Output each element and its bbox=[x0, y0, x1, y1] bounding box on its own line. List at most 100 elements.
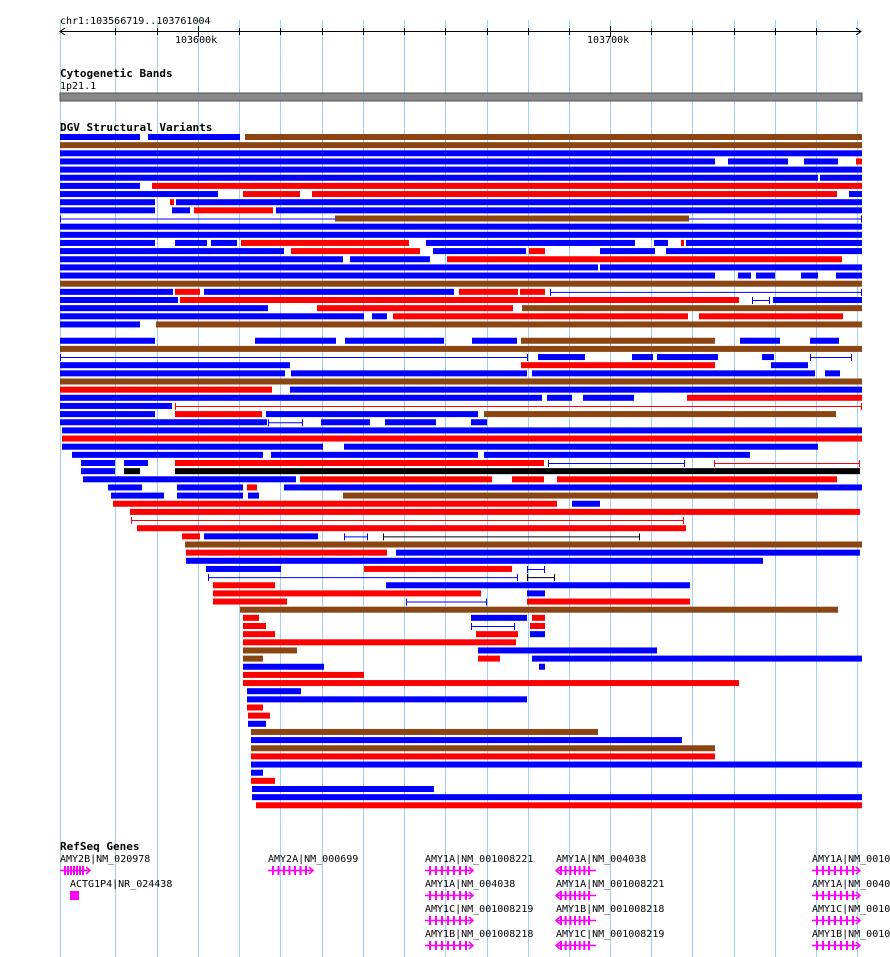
sv-feature[interactable] bbox=[124, 468, 140, 475]
gene-exon[interactable] bbox=[569, 891, 572, 900]
sv-feature[interactable] bbox=[687, 394, 862, 401]
sv-feature[interactable] bbox=[124, 460, 148, 466]
sv-feature[interactable] bbox=[836, 272, 862, 279]
sv-feature[interactable] bbox=[251, 777, 275, 784]
gene-exon[interactable] bbox=[574, 866, 576, 875]
sv-feature[interactable] bbox=[433, 248, 526, 255]
sv-feature[interactable] bbox=[276, 207, 862, 214]
sv-feature[interactable] bbox=[60, 150, 862, 157]
sv-feature[interactable] bbox=[62, 427, 862, 434]
gene-exon[interactable] bbox=[834, 941, 836, 950]
gene-exon[interactable] bbox=[560, 891, 562, 900]
gene-exon[interactable] bbox=[816, 891, 818, 900]
gene-exon[interactable] bbox=[840, 891, 842, 900]
gene-exon[interactable] bbox=[435, 866, 437, 875]
gene-exon[interactable] bbox=[588, 891, 590, 900]
sv-feature[interactable] bbox=[241, 239, 409, 246]
gene-exon[interactable] bbox=[828, 866, 830, 875]
gene-exon[interactable] bbox=[822, 891, 824, 900]
gene-exon[interactable] bbox=[283, 866, 285, 875]
sv-feature[interactable] bbox=[248, 712, 270, 719]
sv-feature[interactable] bbox=[72, 451, 263, 458]
gene-exon[interactable] bbox=[846, 866, 848, 875]
gene-glyph[interactable] bbox=[70, 891, 79, 900]
gene-exon[interactable] bbox=[64, 866, 66, 875]
gene-exon[interactable] bbox=[822, 916, 824, 925]
gene-exon[interactable] bbox=[272, 866, 274, 875]
sv-feature[interactable] bbox=[771, 362, 808, 369]
gene-exon[interactable] bbox=[840, 866, 842, 875]
sv-feature[interactable] bbox=[243, 655, 263, 662]
sv-feature[interactable] bbox=[810, 337, 839, 344]
gene-label[interactable]: AMY1B|NM_001008218 bbox=[556, 904, 665, 915]
sv-feature[interactable] bbox=[300, 476, 492, 483]
sv-feature[interactable] bbox=[557, 476, 837, 483]
gene-exon[interactable] bbox=[578, 941, 581, 950]
gene-exon[interactable] bbox=[583, 866, 586, 875]
sv-feature[interactable] bbox=[243, 647, 297, 654]
sv-feature[interactable] bbox=[600, 248, 655, 255]
gene-exon[interactable] bbox=[828, 941, 830, 950]
gene-exon[interactable] bbox=[79, 866, 81, 875]
sv-feature[interactable] bbox=[182, 533, 200, 540]
sv-feature[interactable] bbox=[243, 631, 275, 638]
sv-feature[interactable] bbox=[522, 305, 862, 312]
gene-exon[interactable] bbox=[564, 866, 567, 875]
sv-feature[interactable] bbox=[176, 199, 862, 206]
gene-exon[interactable] bbox=[465, 866, 467, 875]
gene-label[interactable]: AMY1A|NM_004038 bbox=[425, 879, 516, 890]
sv-feature[interactable] bbox=[532, 370, 815, 377]
sv-feature[interactable] bbox=[372, 313, 387, 320]
gene-exon[interactable] bbox=[76, 866, 78, 875]
sv-feature[interactable] bbox=[213, 590, 481, 597]
sv-feature[interactable] bbox=[521, 362, 715, 369]
sv-feature[interactable] bbox=[251, 769, 263, 776]
gene-exon[interactable] bbox=[459, 916, 461, 925]
gene-exon[interactable] bbox=[834, 866, 836, 875]
gene-exon[interactable] bbox=[560, 866, 562, 875]
gene-exon[interactable] bbox=[846, 941, 848, 950]
gene-label[interactable]: AMY2A|NM_000699 bbox=[268, 854, 359, 865]
gene-exon[interactable] bbox=[846, 891, 848, 900]
gene-exon[interactable] bbox=[435, 941, 437, 950]
sv-feature[interactable] bbox=[756, 272, 775, 279]
sv-feature[interactable] bbox=[335, 215, 689, 222]
gene-exon[interactable] bbox=[588, 916, 590, 925]
gene-exon[interactable] bbox=[574, 891, 576, 900]
sv-feature[interactable] bbox=[60, 223, 862, 230]
sv-feature[interactable] bbox=[251, 761, 862, 768]
sv-feature[interactable] bbox=[521, 337, 715, 344]
sv-feature[interactable] bbox=[728, 158, 788, 165]
sv-feature[interactable] bbox=[60, 166, 862, 173]
sv-feature[interactable] bbox=[243, 663, 324, 670]
sv-feature[interactable] bbox=[177, 492, 243, 499]
gene-exon[interactable] bbox=[583, 916, 586, 925]
sv-feature[interactable] bbox=[152, 182, 862, 189]
gene-exon[interactable] bbox=[447, 941, 449, 950]
sv-feature[interactable] bbox=[60, 288, 173, 295]
gene-exon[interactable] bbox=[82, 866, 84, 875]
sv-feature[interactable] bbox=[211, 239, 237, 246]
sv-feature[interactable] bbox=[284, 484, 862, 491]
sv-feature[interactable] bbox=[512, 476, 544, 483]
sv-feature[interactable] bbox=[83, 476, 296, 483]
gene-exon[interactable] bbox=[441, 941, 443, 950]
gene-exon[interactable] bbox=[429, 916, 431, 925]
sv-feature[interactable] bbox=[804, 158, 838, 165]
sv-feature[interactable] bbox=[256, 802, 862, 809]
sv-feature[interactable] bbox=[60, 272, 715, 279]
sv-feature[interactable] bbox=[247, 484, 257, 491]
gene-label[interactable]: AMY1A|NM_0040 bbox=[812, 879, 890, 890]
sv-feature[interactable] bbox=[175, 460, 544, 466]
sv-feature[interactable] bbox=[345, 337, 444, 344]
gene-exon[interactable] bbox=[828, 916, 830, 925]
sv-feature[interactable] bbox=[243, 623, 266, 629]
sv-feature[interactable] bbox=[476, 631, 518, 638]
sv-feature[interactable] bbox=[251, 745, 715, 752]
sv-feature[interactable] bbox=[291, 370, 527, 377]
sv-feature[interactable] bbox=[471, 614, 527, 621]
sv-feature[interactable] bbox=[60, 231, 862, 238]
sv-feature[interactable] bbox=[60, 134, 140, 140]
sv-feature[interactable] bbox=[849, 191, 862, 198]
sv-feature[interactable] bbox=[321, 419, 370, 426]
